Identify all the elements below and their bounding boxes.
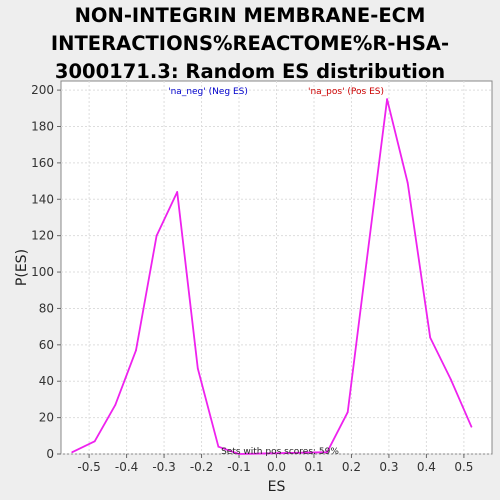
y-tick-label-9: 180: [31, 119, 54, 133]
series-0-point-12: [386, 98, 388, 101]
y-tick-label-5: 100: [31, 265, 54, 279]
y-tick-label-1: 20: [39, 411, 54, 425]
x-tick-label-7: 0.2: [342, 460, 361, 474]
y-tick-label-2: 40: [39, 374, 54, 388]
y-tick-label-10: 200: [31, 83, 54, 97]
series-0-point-6: [196, 367, 199, 370]
series-0-point-11: [365, 262, 368, 264]
pos-scores-annotation: Sets with pos scores: 59%: [221, 447, 339, 457]
x-tick-label-9: 0.4: [417, 460, 436, 474]
series-0-point-13: [406, 181, 409, 184]
y-tick-label-4: 80: [39, 301, 54, 315]
legend-entry-0: 'na_neg' (Neg ES): [168, 87, 248, 97]
x-axis-label: ES: [268, 479, 286, 495]
y-tick-label-3: 60: [39, 338, 54, 352]
y-tick-label-7: 140: [31, 192, 54, 206]
series-0-point-15: [449, 378, 452, 381]
series-0-point-9: [326, 451, 328, 454]
series-0-point-7: [217, 445, 220, 448]
y-tick-label-0: 0: [46, 447, 54, 461]
x-tick-label-2: -0.3: [152, 460, 175, 474]
chart-title-line-3: 3000171.3: Random ES distribution: [54, 60, 446, 83]
x-tick-label-1: -0.4: [115, 460, 138, 474]
series-0-point-4: [155, 234, 158, 237]
legend-entry-1: 'na_pos' (Pos ES): [308, 87, 384, 97]
x-tick-label-4: -0.1: [227, 460, 250, 474]
x-tick-label-0: -0.5: [77, 460, 100, 474]
chart-title: NON-INTEGRIN MEMBRANE-ECM INTERACTIONS%R…: [0, 2, 500, 86]
series-0-point-2: [114, 403, 117, 406]
series-0-point-8: [238, 453, 240, 455]
x-tick-label-5: 0.0: [267, 460, 286, 474]
y-tick-label-8: 160: [31, 156, 54, 170]
x-tick-label-10: 0.5: [454, 460, 473, 474]
series-0-point-0: [71, 451, 74, 454]
x-tick-label-6: 0.1: [304, 460, 323, 474]
series-0-point-5: [176, 191, 179, 193]
y-axis-label: P(ES): [14, 249, 30, 286]
chart-title-line-2: INTERACTIONS%REACTOME%R-HSA-: [50, 32, 450, 55]
series-0-point-3: [135, 349, 137, 352]
chart-title-line-1: NON-INTEGRIN MEMBRANE-ECM: [74, 4, 426, 27]
series-0-point-10: [346, 411, 349, 414]
x-tick-label-8: 0.3: [379, 460, 398, 474]
y-tick-label-6: 120: [31, 229, 54, 243]
series-0-point-1: [93, 440, 96, 443]
series-0-point-14: [429, 336, 432, 339]
series-0-point-16: [470, 425, 473, 428]
x-tick-label-3: -0.2: [190, 460, 213, 474]
